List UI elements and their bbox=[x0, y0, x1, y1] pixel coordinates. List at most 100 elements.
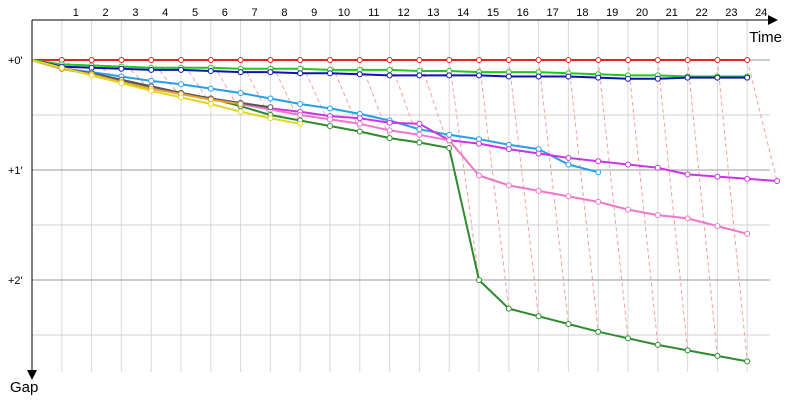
rank-connector bbox=[448, 59, 480, 281]
data-point bbox=[595, 328, 602, 335]
data-point bbox=[535, 150, 542, 157]
data-point bbox=[654, 164, 661, 171]
data-points bbox=[58, 57, 780, 365]
data-point bbox=[446, 145, 453, 151]
x-tick-label: 10 bbox=[338, 7, 350, 19]
data-point bbox=[178, 66, 184, 73]
series-line-4 bbox=[31, 59, 599, 174]
data-point bbox=[237, 108, 244, 115]
rank-connector bbox=[746, 59, 778, 182]
rank-connector bbox=[716, 59, 748, 362]
rank-connector bbox=[627, 59, 659, 345]
data-point bbox=[207, 85, 214, 92]
data-point bbox=[327, 57, 333, 63]
data-point bbox=[625, 206, 631, 213]
x-axis-arrow bbox=[768, 15, 778, 25]
rank-connector bbox=[150, 59, 182, 98]
data-point bbox=[744, 230, 751, 237]
x-tick-label: 2 bbox=[103, 7, 109, 19]
x-tick-label: 17 bbox=[546, 7, 558, 19]
data-point bbox=[148, 57, 155, 63]
data-point bbox=[237, 90, 244, 96]
data-point bbox=[625, 161, 631, 168]
x-tick-label: 24 bbox=[755, 7, 767, 19]
data-point bbox=[565, 73, 572, 80]
data-point bbox=[505, 57, 512, 63]
data-point bbox=[505, 305, 512, 312]
data-point bbox=[297, 101, 304, 107]
y-tick-label: +2' bbox=[8, 275, 23, 287]
x-tick-label: 8 bbox=[281, 7, 287, 19]
data-point bbox=[207, 101, 214, 107]
x-tick-label: 13 bbox=[427, 7, 439, 19]
grid bbox=[32, 20, 770, 372]
data-point bbox=[207, 57, 214, 63]
x-tick-label: 20 bbox=[636, 7, 648, 19]
data-point bbox=[356, 115, 363, 122]
data-point bbox=[476, 72, 482, 79]
data-point bbox=[237, 101, 244, 107]
data-point bbox=[714, 223, 721, 230]
data-point bbox=[744, 358, 751, 365]
data-point bbox=[416, 139, 423, 146]
x-tick-label: 3 bbox=[132, 7, 138, 19]
data-point bbox=[535, 313, 542, 320]
rank-connector bbox=[687, 59, 718, 356]
data-point bbox=[505, 146, 512, 153]
x-tick-label: 5 bbox=[192, 7, 198, 19]
data-point bbox=[356, 71, 363, 78]
data-point bbox=[118, 57, 125, 63]
data-point bbox=[476, 277, 482, 283]
rank-connector bbox=[597, 59, 629, 339]
x-tick-label: 7 bbox=[252, 7, 258, 19]
y-tick-label: +0' bbox=[8, 55, 23, 67]
data-point bbox=[416, 57, 423, 63]
data-point bbox=[565, 161, 572, 168]
rank-connector bbox=[538, 59, 569, 325]
data-point bbox=[118, 65, 125, 72]
data-point bbox=[327, 70, 333, 77]
rank-connector bbox=[657, 59, 689, 351]
data-point bbox=[178, 81, 184, 88]
x-tick-label: 14 bbox=[457, 7, 469, 19]
x-tick-label: 21 bbox=[666, 7, 678, 19]
data-point bbox=[595, 158, 602, 165]
x-tick-labels: 1 2 3 4 5 6 7 8 9 10 11 12 13 14 15 16 17 18 19 20 21 22 23 24 bbox=[73, 7, 768, 19]
data-point bbox=[654, 57, 661, 63]
x-tick-label: 4 bbox=[162, 7, 168, 19]
data-point bbox=[416, 120, 423, 127]
data-point bbox=[386, 66, 393, 73]
data-point bbox=[148, 87, 155, 94]
data-point bbox=[535, 73, 542, 80]
data-point bbox=[356, 57, 363, 63]
data-point bbox=[416, 131, 423, 138]
x-tick-label: 15 bbox=[487, 7, 499, 19]
data-point bbox=[207, 68, 214, 74]
data-point bbox=[237, 69, 244, 76]
data-point bbox=[446, 57, 453, 63]
data-point bbox=[237, 57, 244, 63]
data-point bbox=[714, 173, 721, 180]
data-point bbox=[178, 94, 184, 101]
y-axis-title: Gap bbox=[10, 379, 38, 396]
data-point bbox=[684, 347, 691, 354]
data-point bbox=[714, 74, 721, 81]
x-tick-label: 12 bbox=[397, 7, 409, 19]
x-tick-label: 19 bbox=[606, 7, 618, 19]
rank-connector bbox=[567, 59, 599, 332]
rank-connector bbox=[329, 59, 361, 132]
data-point bbox=[684, 74, 691, 81]
x-axis-title: Time bbox=[749, 29, 782, 46]
data-point bbox=[327, 105, 333, 112]
data-point bbox=[297, 112, 304, 118]
data-point bbox=[565, 154, 572, 161]
x-tick-label: 1 bbox=[73, 7, 79, 19]
data-point bbox=[684, 171, 691, 178]
data-point bbox=[595, 169, 602, 176]
x-tick-label: 22 bbox=[695, 7, 707, 19]
data-point bbox=[565, 193, 572, 200]
data-point bbox=[446, 131, 453, 138]
y-tick-label: +1' bbox=[8, 165, 23, 177]
data-point bbox=[535, 187, 542, 194]
data-point bbox=[267, 57, 274, 63]
